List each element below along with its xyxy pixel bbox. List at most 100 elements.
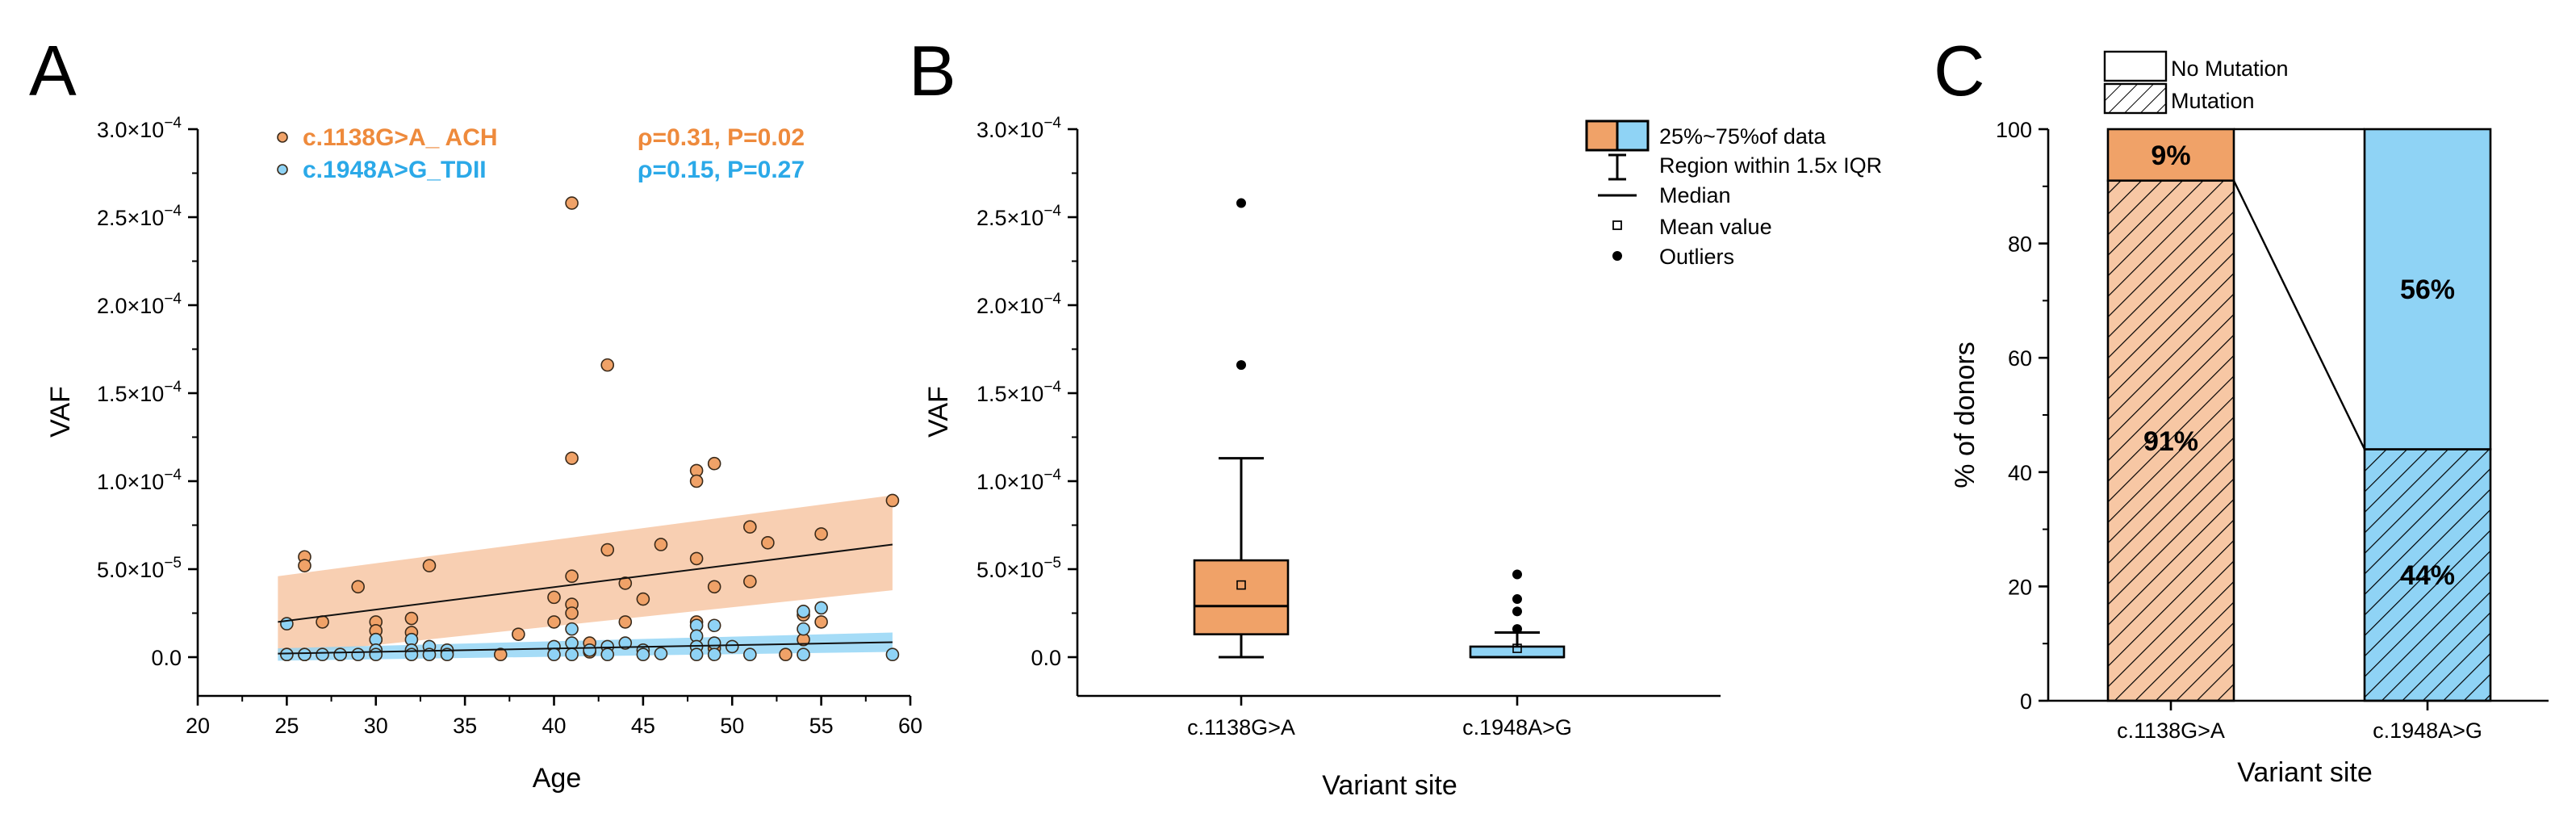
y-tick-label-2: 40 <box>2008 461 2032 485</box>
stacked-bars: 91% 9% 44% 56% <box>2106 128 2492 702</box>
data-point-s1-41 <box>885 647 900 662</box>
data-point-s0-40 <box>761 535 775 550</box>
data-point-s1-34 <box>707 647 721 662</box>
stat-label-tdii: ρ=0.15, P=0.27 <box>638 157 805 183</box>
legend-outlier-icon <box>1612 251 1622 261</box>
data-point-s1-27 <box>654 647 668 660</box>
y-axis-title: VAF <box>45 386 76 438</box>
bar-no-mutation-1 <box>2363 128 2492 450</box>
pct-label-mutation-1: 44% <box>2400 560 2455 591</box>
legend-whisker-icon <box>1608 153 1626 181</box>
data-point-s0-6 <box>351 580 365 594</box>
data-point-s0-38 <box>743 520 757 534</box>
data-point-s0-45 <box>814 615 828 629</box>
y-tick-label-0: 0 <box>2020 689 2032 714</box>
legend-label-tdii: c.1948A>G_TDII <box>303 157 487 183</box>
data-point-s1-24 <box>618 636 633 650</box>
data-point-s0-28 <box>618 615 633 629</box>
outlier-1-3 <box>1512 569 1522 580</box>
data-point-s1-35 <box>725 639 739 654</box>
bar-mutation-0 <box>2106 179 2235 702</box>
data-point-s0-4 <box>316 615 329 629</box>
data-point-s0-41 <box>779 647 792 662</box>
y-tick-label-5: 100 <box>1996 118 2032 142</box>
legend-marker-ach <box>277 132 288 143</box>
data-point-s0-14 <box>493 647 508 662</box>
data-point-s1-0 <box>280 617 294 631</box>
y-tick-label-1: 20 <box>2008 575 2032 599</box>
data-point-s0-44 <box>814 527 828 541</box>
panel-c-label: C <box>1934 31 1985 111</box>
pct-label-no-mutation-1: 56% <box>2400 274 2455 305</box>
x-tick-label-0: c.1138G>A <box>2117 719 2225 743</box>
x-tick-label-0: 20 <box>186 714 210 738</box>
y-tick-label-1: 5.0×10−5 <box>97 555 182 582</box>
data-point-s1-23 <box>600 647 615 662</box>
data-point-s1-1 <box>280 647 294 662</box>
y-axis-title: VAF <box>923 386 954 438</box>
data-point-s0-10 <box>404 611 419 626</box>
data-point-s0-39 <box>743 574 757 589</box>
data-point-s1-39 <box>797 647 810 662</box>
data-point-s0-25 <box>600 358 615 372</box>
x-tick-label-4: 40 <box>542 714 566 738</box>
data-point-s1-33 <box>707 636 721 650</box>
regression-lines <box>278 543 893 655</box>
legend-mean-icon <box>1612 220 1622 230</box>
y-tick-label-3: 60 <box>2008 346 2032 371</box>
legend-swatch-blue <box>1616 119 1650 152</box>
x-axis-title: Age <box>533 763 582 794</box>
y-tick-label-4: 2.0×10−4 <box>97 291 182 318</box>
y-tick-label-2: 1.0×10−4 <box>976 467 1061 494</box>
data-point-s1-20 <box>565 647 579 662</box>
data-point-s1-4 <box>333 647 347 662</box>
data-point-s0-12 <box>422 559 437 572</box>
y-tick-label-1: 5.0×10−5 <box>976 555 1061 582</box>
data-point-s0-35 <box>707 456 721 471</box>
data-point-s1-2 <box>298 647 312 662</box>
legend: 25%~75%of data Region within 1.5x IQR Me… <box>1585 119 1882 269</box>
legend-swatch-mutation <box>2103 82 2168 115</box>
panel-a: A 0.0 5.0×10−5 1.0×10−4 1.5×10−4 2.0×10−4 2.5… <box>29 31 922 794</box>
data-point-s0-27 <box>618 576 633 590</box>
data-point-s1-17 <box>547 647 561 662</box>
x-tick-label-7: 55 <box>809 714 834 738</box>
data-point-s0-18 <box>565 196 579 210</box>
fit-line-0 <box>278 543 893 623</box>
x-tick-label-6: 50 <box>720 714 744 738</box>
outlier-1-0 <box>1512 624 1522 635</box>
legend-swatch-orange <box>1585 119 1619 152</box>
data-point-s1-36 <box>743 647 757 662</box>
data-point-s0-36 <box>707 580 721 594</box>
legend-median: Median <box>1659 183 1731 207</box>
legend: c.1138G>A_ ACH ρ=0.31, P=0.02 c.1948A>G_… <box>277 124 805 183</box>
x-tick-labels: c.1138G>A c.1948A>G <box>2117 701 2482 743</box>
x-tick-labels: 20 25 30 35 40 45 50 55 60 <box>186 696 922 738</box>
data-point-s0-15 <box>512 627 525 641</box>
x-tick-label-3: 35 <box>453 714 477 738</box>
y-tick-label-3: 1.5×10−4 <box>976 379 1061 406</box>
outlier-1-1 <box>1512 606 1522 617</box>
legend-swatch-no-mutation <box>2103 50 2168 82</box>
legend-mutation: Mutation <box>2171 89 2255 113</box>
x-tick-label-1: c.1948A>G <box>2373 719 2482 743</box>
data-point-s0-33 <box>689 551 704 566</box>
confidence-band-0 <box>278 495 893 656</box>
outlier-1-2 <box>1512 594 1522 605</box>
data-point-s0-29 <box>636 592 650 606</box>
stat-label-ach: ρ=0.31, P=0.02 <box>638 124 805 151</box>
x-tick-label-5: 45 <box>631 714 655 738</box>
pct-label-no-mutation-0: 9% <box>2151 140 2190 171</box>
data-point-s0-2 <box>298 559 312 572</box>
data-point-s1-5 <box>351 647 365 662</box>
data-point-s1-32 <box>707 618 721 633</box>
scatter-points <box>280 196 900 662</box>
x-tick-label-0: c.1138G>A <box>1187 715 1295 739</box>
x-tick-label-2: 30 <box>364 714 388 738</box>
outlier-0-1 <box>1236 198 1246 208</box>
y-tick-label-4: 80 <box>2008 233 2032 257</box>
data-point-s0-46 <box>885 493 900 508</box>
data-point-s1-40 <box>814 601 828 615</box>
box-plots <box>1193 198 1566 659</box>
